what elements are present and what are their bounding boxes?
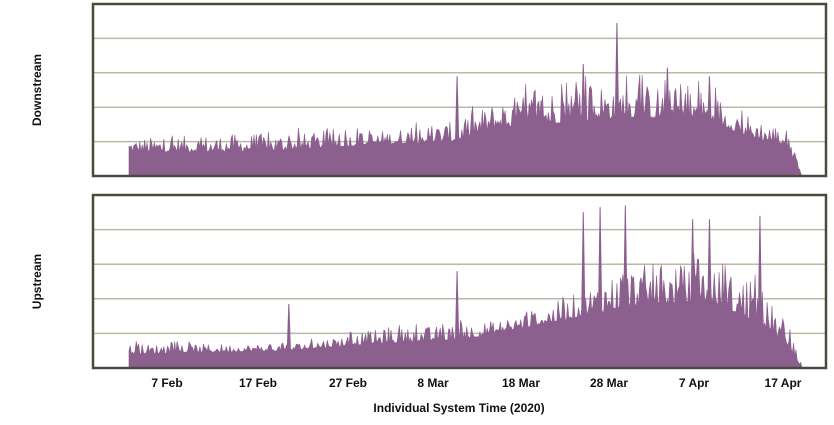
x-tick-label: 18 Mar <box>502 376 540 390</box>
series-peak <box>623 205 628 308</box>
series-peak <box>597 207 603 314</box>
x-tick-label: 17 Feb <box>239 376 277 390</box>
x-tick-label: 27 Feb <box>329 376 367 390</box>
series-peak <box>614 22 620 119</box>
series-peak <box>286 303 291 352</box>
series-area <box>128 74 803 177</box>
x-tick-label: 17 Apr <box>765 376 802 390</box>
series-peak <box>707 76 712 122</box>
y-axis-label: Downstream <box>30 54 44 126</box>
plot-frame <box>91 2 828 178</box>
plot-frame <box>91 193 828 370</box>
series-peak <box>539 100 544 125</box>
x-tick-label: 7 Apr <box>679 376 710 390</box>
series-peak <box>581 212 586 317</box>
x-tick-label: 7 Feb <box>151 376 182 390</box>
series-area <box>128 253 803 369</box>
x-tick-label: 8 Mar <box>417 376 449 390</box>
series-peak <box>757 215 763 326</box>
x-axis-title: Individual System Time (2020) <box>373 401 544 415</box>
series-peak <box>581 64 586 122</box>
y-axis-label: Upstream <box>30 254 44 309</box>
series-peak <box>454 271 460 341</box>
series-peak <box>707 219 712 303</box>
chart-panel-downstream: Downstream <box>30 2 828 178</box>
chart-panel-upstream: Upstream 7 Feb 17 Feb 27 Feb 8 Mar 18 Mar 28 M… <box>30 193 828 415</box>
series-peak <box>454 76 460 143</box>
x-tick-label: 28 Mar <box>590 376 628 390</box>
series-peak <box>665 67 670 120</box>
series-peak <box>690 219 695 304</box>
